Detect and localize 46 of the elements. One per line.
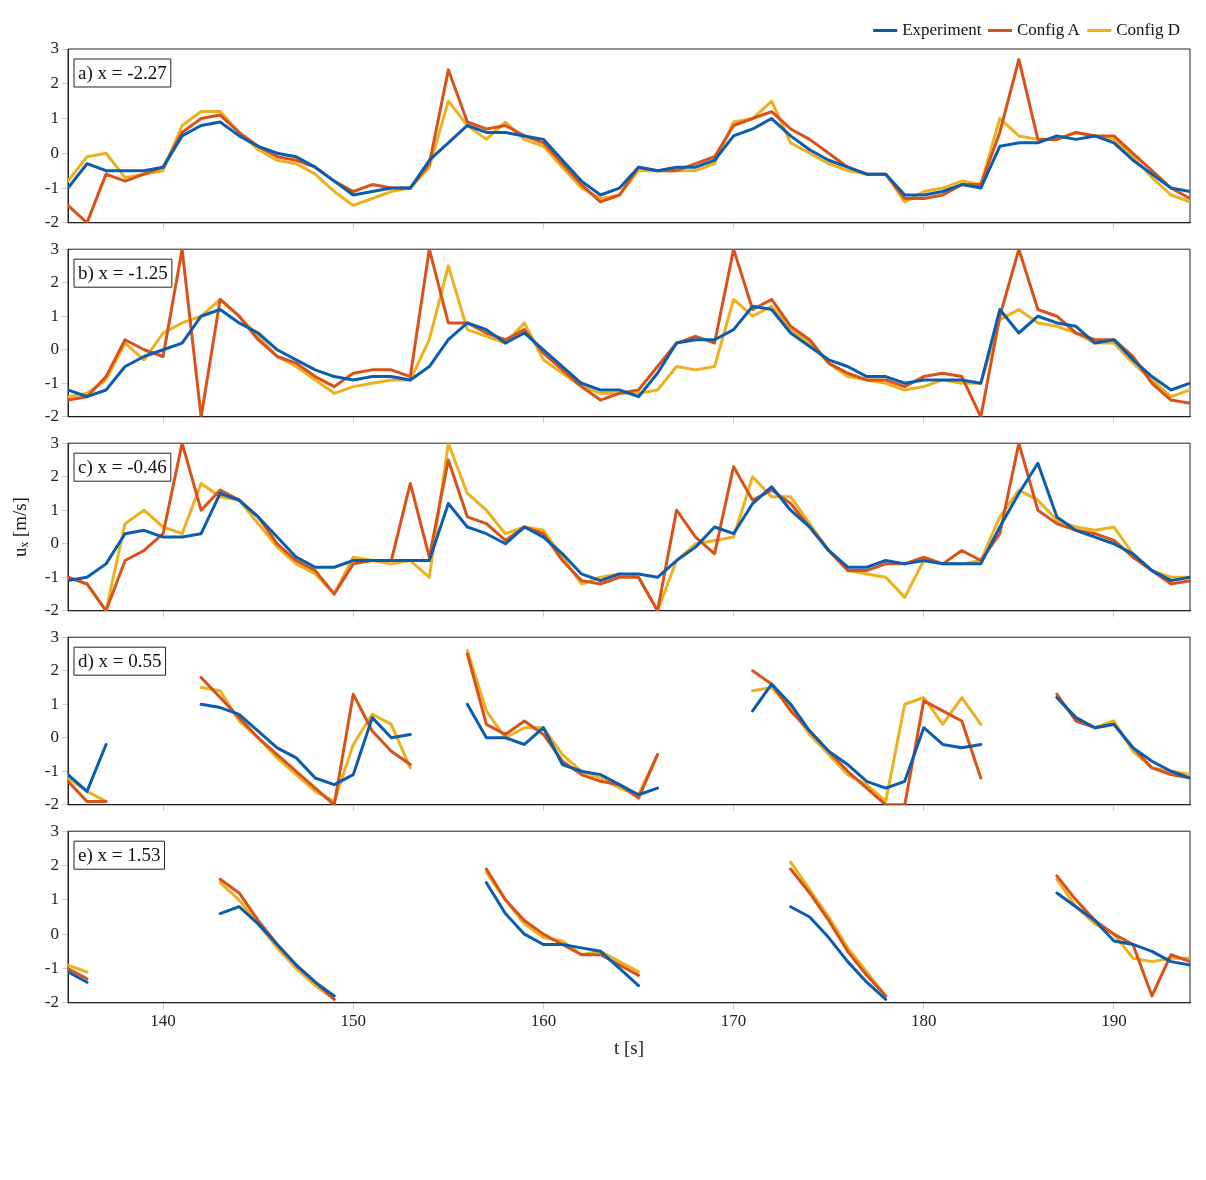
y-tick-label: -2 [44,212,59,232]
y-tick-label: 2 [50,854,59,874]
y-tick-label: -2 [44,600,59,620]
x-tick-label: 170 [720,1011,747,1031]
y-tick-label: 0 [50,533,59,553]
y-tick-label: 3 [50,820,59,840]
y-tick-label: 2 [50,660,59,680]
y-tick-label: 1 [50,889,59,909]
y-tick-label: -2 [44,406,59,426]
y-tick-label: 0 [50,142,59,162]
annotation: d) x = 0.55 [78,650,162,673]
y-tick-label: 0 [50,727,59,747]
y-axis-title: uₓ [m/s] [9,497,31,557]
y-tick-label: -1 [44,760,59,780]
y-tick-label: 1 [50,107,59,127]
y-tick-label: -2 [44,794,59,814]
x-tick-label: 150 [340,1011,366,1031]
y-tick-label: -1 [44,177,59,197]
y-tick-label: 3 [50,432,59,452]
y-tick-label: 1 [50,499,59,519]
y-tick-label: -1 [44,566,59,586]
annotation: a) x = -2.27 [78,61,167,84]
legend-label: Config D [1116,19,1180,39]
y-tick-label: 1 [50,693,59,713]
y-tick-label: 2 [50,272,59,292]
y-tick-label: 3 [50,626,59,646]
x-tick-label: 160 [530,1011,557,1031]
y-tick-label: -1 [44,372,59,392]
annotation: c) x = -0.46 [78,456,167,479]
y-tick-label: 3 [50,38,59,58]
x-axis-title: t [s] [613,1036,645,1058]
x-tick-label: 180 [911,1011,937,1031]
y-tick-label: 0 [50,923,59,943]
y-tick-label: 0 [50,339,59,359]
y-tick-label: -1 [44,957,59,977]
x-tick-label: 190 [1101,1011,1127,1031]
y-tick-label: -2 [44,992,59,1012]
y-tick-label: 3 [50,238,59,258]
legend-label: Experiment [902,19,982,39]
y-tick-label: 2 [50,466,59,486]
annotation: e) x = 1.53 [78,844,161,867]
annotation: b) x = -1.25 [78,262,168,285]
y-tick-label: 1 [50,305,59,325]
legend-label: Config A [1017,19,1081,39]
y-tick-label: 2 [50,73,59,93]
x-tick-label: 140 [150,1011,176,1031]
